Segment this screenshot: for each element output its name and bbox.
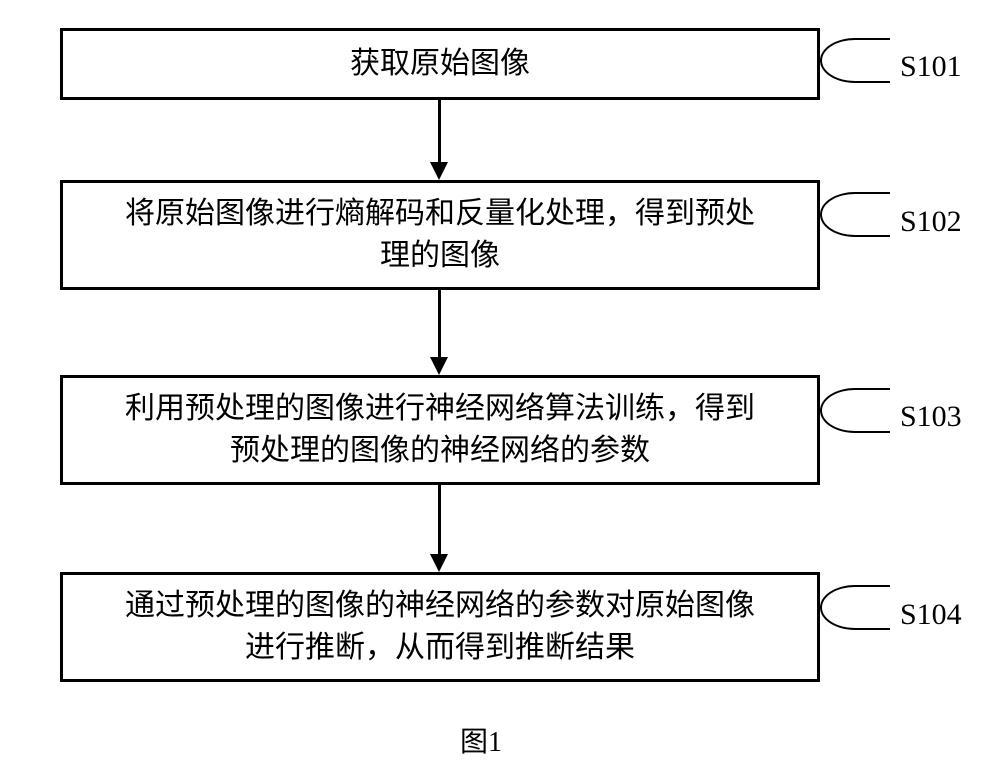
arrow-3-head — [430, 554, 448, 572]
box-4-text: 通过预处理的图像的神经网络的参数对原始图像 进行推断，从而得到推断结果 — [125, 585, 755, 669]
flowchart-container: 获取原始图像 S101 将原始图像进行熵解码和反量化处理，得到预处 理的图像 S… — [0, 0, 1000, 770]
box-2-label: S102 — [900, 205, 962, 239]
arrow-2-line — [438, 290, 441, 357]
connector-3 — [820, 388, 890, 433]
connector-4 — [820, 585, 890, 630]
flowchart-box-3: 利用预处理的图像进行神经网络算法训练，得到 预处理的图像的神经网络的参数 — [60, 375, 820, 485]
flowchart-box-1: 获取原始图像 — [60, 28, 820, 100]
arrow-1-line — [438, 100, 441, 162]
box-2-text: 将原始图像进行熵解码和反量化处理，得到预处 理的图像 — [125, 193, 755, 277]
figure-label: 图1 — [460, 720, 502, 760]
arrow-1-head — [430, 162, 448, 180]
box-3-label: S103 — [900, 400, 962, 434]
flowchart-box-4: 通过预处理的图像的神经网络的参数对原始图像 进行推断，从而得到推断结果 — [60, 572, 820, 682]
arrow-3-line — [438, 485, 441, 554]
box-1-text: 获取原始图像 — [350, 43, 530, 85]
box-1-label: S101 — [900, 50, 962, 84]
connector-2 — [820, 192, 890, 237]
arrow-2-head — [430, 357, 448, 375]
flowchart-box-2: 将原始图像进行熵解码和反量化处理，得到预处 理的图像 — [60, 180, 820, 290]
connector-1 — [820, 38, 890, 83]
box-4-label: S104 — [900, 598, 962, 632]
box-3-text: 利用预处理的图像进行神经网络算法训练，得到 预处理的图像的神经网络的参数 — [125, 388, 755, 472]
